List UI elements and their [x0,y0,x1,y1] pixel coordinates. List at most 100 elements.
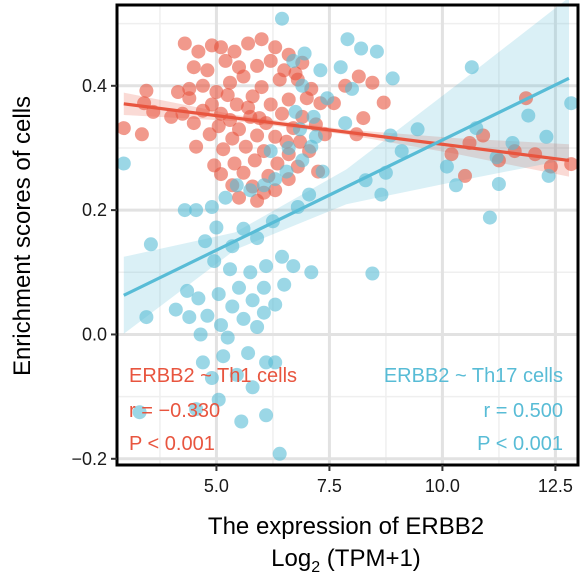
data-point-1 [338,116,353,131]
data-point-1 [243,265,258,280]
data-point-1 [302,187,317,202]
data-point-1 [295,153,310,168]
data-point-0 [275,106,289,121]
x-axis-unit-log: Log [271,545,311,572]
data-point-1 [204,200,219,214]
data-point-0 [263,97,278,112]
data-point-0 [218,53,233,68]
data-point-1 [268,355,283,370]
data-point-0 [268,40,283,55]
data-point-1 [320,91,335,106]
data-point-1 [216,349,231,364]
data-point-1 [250,231,265,246]
data-point-1 [279,164,294,179]
data-point-1 [218,190,233,205]
data-point-1 [209,220,224,235]
data-point-1 [439,159,454,174]
y-tick-label: −0.2 [71,449,107,469]
data-point-1 [116,156,131,171]
data-point-1 [489,150,504,165]
data-point-1 [132,405,147,420]
plot-frame [115,3,580,467]
data-point-0 [250,58,265,73]
data-point-1 [211,287,226,302]
data-point-1 [505,136,520,150]
data-point-1 [234,414,249,429]
data-point-1 [304,265,319,280]
data-point-1 [256,305,271,320]
data-point-1 [464,60,479,75]
series-label-th17: ERBB2 ~ Th17 cells [384,365,563,387]
data-point-1 [259,408,274,423]
series-r-th1: r = −0.330 [129,400,220,422]
x-tick-label: 10.0 [425,476,460,496]
x-tick-label: 7.5 [317,476,342,496]
data-point-0 [195,78,210,93]
data-point-0 [191,44,206,59]
y-tick-label: 0.4 [82,76,107,96]
data-point-0 [189,139,204,154]
data-point-1 [277,277,292,292]
data-point-1 [229,178,244,193]
data-point-0 [268,129,283,144]
data-point-0 [186,116,201,131]
data-point-1 [340,32,355,47]
y-tick-label: 0.2 [82,200,107,220]
data-point-1 [193,327,208,342]
data-point-1 [256,280,271,295]
data-point-1 [168,302,183,317]
data-point-1 [345,81,359,96]
data-point-1 [297,46,312,61]
data-point-0 [270,156,285,171]
data-point-0 [458,168,472,183]
data-point-1 [286,53,301,68]
data-point-1 [308,129,323,144]
data-point-1 [180,283,195,298]
confidence-band-0 [123,92,570,177]
data-point-1 [268,297,283,312]
data-point-1 [225,299,240,314]
data-point-1 [410,122,425,137]
data-point-1 [223,262,237,277]
data-point-0 [241,36,256,51]
data-point-0 [245,89,260,104]
data-point-0 [356,111,371,126]
data-point-1 [539,129,554,144]
data-point-1 [245,380,260,395]
data-point-0 [254,32,269,47]
data-point-1 [275,11,289,26]
data-point-1 [268,172,283,187]
data-point-1 [191,291,206,306]
data-point-0 [232,190,246,205]
series-p-th17: P < 0.001 [477,433,563,455]
data-point-1 [315,164,330,179]
series-r-th17: r = 0.500 [483,400,563,422]
data-point-0 [293,134,307,149]
data-point-1 [333,60,348,75]
x-axis-label: The expression of ERBB2 [208,513,484,540]
data-point-1 [365,266,380,281]
axis-ticks: 5.0 7.5 10.0 12.5 −0.2 0.0 0.2 0.4 [71,76,572,496]
data-point-1 [189,402,204,417]
data-point-1 [232,280,246,295]
data-point-0 [236,165,251,180]
data-point-1 [211,392,226,407]
data-point-1 [139,310,154,325]
data-point-1 [374,187,389,202]
data-point-0 [134,127,149,142]
fit-lines [123,76,570,297]
data-point-1 [286,259,301,274]
data-point-0 [214,40,228,55]
data-point-1 [241,346,256,361]
data-point-0 [299,91,314,106]
fit-line-0 [123,102,570,162]
data-point-1 [394,144,409,159]
data-point-1 [354,41,369,56]
data-point-1 [177,203,192,218]
data-point-0 [223,75,237,90]
confidence-bands [123,0,570,334]
data-point-0 [229,97,244,112]
data-point-1 [281,141,296,155]
data-point-1 [214,318,228,333]
